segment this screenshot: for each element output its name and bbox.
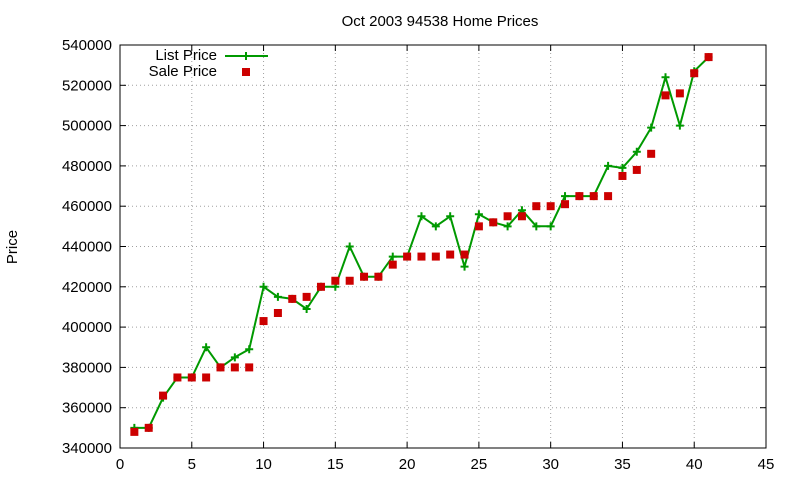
list-price-point — [632, 147, 641, 156]
x-tick-label: 40 — [686, 456, 703, 473]
x-tick-label: 0 — [116, 456, 124, 473]
sale-price-point — [187, 373, 196, 382]
sale-price-point — [489, 218, 498, 227]
list-price-point — [474, 210, 483, 219]
x-tick-label: 5 — [188, 456, 196, 473]
sale-price-point — [675, 89, 684, 98]
series — [130, 53, 713, 436]
y-tick-label: 440000 — [62, 239, 112, 256]
sale-price-point — [216, 363, 225, 372]
sale-price-point — [374, 272, 383, 281]
x-tick-label: 20 — [399, 456, 416, 473]
x-tick-label: 10 — [255, 456, 272, 473]
y-axis-label: Price — [4, 230, 21, 264]
sale-price-point — [273, 308, 282, 317]
sale-price-point — [403, 252, 412, 261]
sale-price-point — [503, 212, 512, 221]
sale-price-point — [546, 202, 555, 211]
sale-price-point — [173, 373, 182, 382]
list-price-point — [446, 212, 455, 221]
sale-price-point — [245, 363, 254, 372]
list-price-point — [460, 262, 469, 271]
sale-price-point — [431, 252, 440, 261]
y-tick-label: 360000 — [62, 400, 112, 417]
list-price-point — [345, 242, 354, 251]
list-price-point — [546, 222, 555, 231]
y-tick-label: 420000 — [62, 279, 112, 296]
sale-price-point — [144, 423, 153, 432]
y-tick-label: 500000 — [62, 118, 112, 135]
sale-price-point — [589, 192, 598, 201]
list-price-point — [561, 192, 570, 201]
chart-title: Oct 2003 94538 Home Prices — [342, 13, 539, 30]
legend: List Price Sale Price — [149, 47, 268, 80]
y-tick-label: 480000 — [62, 158, 112, 175]
sale-price-point — [360, 272, 369, 281]
x-tick-label: 15 — [327, 456, 344, 473]
list-price-point — [647, 123, 656, 132]
x-tick-label: 30 — [542, 456, 559, 473]
sale-price-point — [345, 276, 354, 285]
list-price-point — [604, 161, 613, 170]
sale-price-point — [517, 212, 526, 221]
y-tick-label: 340000 — [62, 440, 112, 457]
list-price-point — [230, 353, 239, 362]
sale-price-point — [632, 165, 641, 174]
sale-price-point — [575, 192, 584, 201]
list-price-point — [661, 73, 670, 82]
sale-price-point — [532, 202, 541, 211]
sale-price-point — [159, 391, 168, 400]
y-tick-label: 520000 — [62, 77, 112, 94]
legend-label-list-price: List Price — [155, 47, 217, 64]
list-price-point — [259, 282, 268, 291]
sale-price-point — [388, 260, 397, 269]
sale-price-point — [417, 252, 426, 261]
sale-price-point — [446, 250, 455, 259]
sale-price-point — [331, 276, 340, 285]
sale-price-point — [647, 149, 656, 158]
list-price-point — [245, 345, 254, 354]
list-price-point — [417, 212, 426, 221]
sale-price-point — [704, 53, 713, 62]
list-price-point — [388, 252, 397, 261]
list-price-point — [618, 163, 627, 172]
sale-price-point — [474, 222, 483, 231]
legend-marker-list-price — [242, 52, 250, 60]
list-price-point — [431, 222, 440, 231]
sale-price-point — [288, 294, 297, 303]
list-price-point — [302, 304, 311, 313]
x-tick-label: 25 — [471, 456, 488, 473]
legend-label-sale-price: Sale Price — [149, 63, 217, 80]
sale-price-point — [661, 91, 670, 100]
list-price-point — [532, 222, 541, 231]
y-tick-label: 400000 — [62, 319, 112, 336]
sale-price-point — [302, 292, 311, 301]
axis-ticks: 0 5 10 15 20 25 30 35 40 45 340000 360000 380000 4000… — [62, 37, 774, 473]
sale-price-point — [130, 427, 139, 436]
legend-marker-sale-price — [242, 68, 250, 76]
y-tick-label: 460000 — [62, 198, 112, 215]
y-tick-label: 540000 — [62, 37, 112, 54]
sale-price-point — [460, 250, 469, 259]
sale-price-point — [230, 363, 239, 372]
sale-price-point — [690, 69, 699, 78]
list-price-point — [273, 292, 282, 301]
sale-price-point — [316, 282, 325, 291]
y-tick-label: 380000 — [62, 359, 112, 376]
sale-price-point — [259, 317, 268, 326]
list-price-point — [202, 343, 211, 352]
x-tick-label: 35 — [614, 456, 631, 473]
sale-price-point — [202, 373, 211, 382]
list-price-point — [675, 121, 684, 130]
sale-price-point — [618, 171, 627, 180]
sale-price-point — [604, 192, 613, 201]
x-tick-label: 45 — [758, 456, 775, 473]
list-price-point — [503, 222, 512, 231]
sale-price-point — [561, 200, 570, 209]
